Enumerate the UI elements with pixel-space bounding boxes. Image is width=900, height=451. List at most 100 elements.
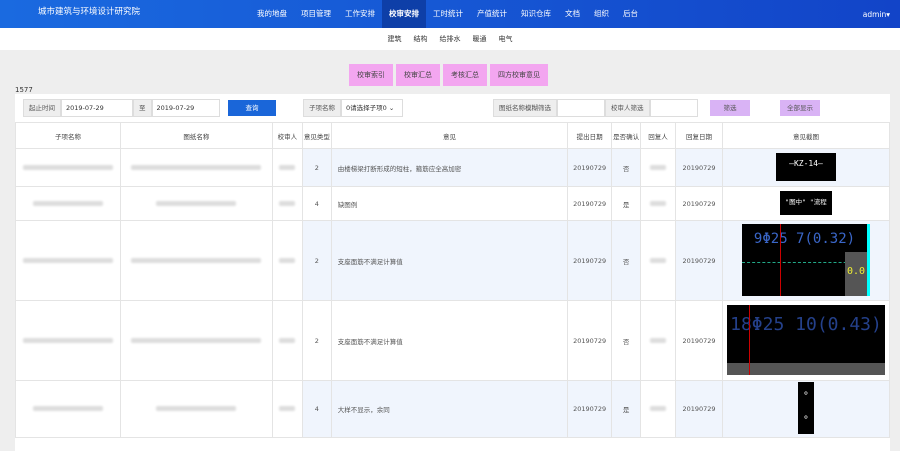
confirmed-cell: 是 bbox=[611, 380, 642, 438]
query-button[interactable]: 查询 bbox=[228, 100, 276, 116]
redacted-text bbox=[279, 164, 296, 170]
subitem-filter: 子项名称 0请选择子项0 ⌄ bbox=[303, 99, 403, 117]
screenshot-cell[interactable]: —KZ-14— bbox=[721, 148, 891, 187]
start-date-input[interactable]: 2019-07-29 bbox=[61, 99, 133, 117]
reply-date-cell: 20190729 bbox=[675, 220, 723, 301]
subitem-select[interactable]: 0请选择子项0 ⌄ bbox=[341, 99, 403, 117]
checker-cell bbox=[271, 380, 303, 438]
main-menu: 我的地盘 项目管理 工作安排 校审安排 工时统计 产值统计 知识仓库 文档 组织 后台 bbox=[250, 0, 645, 28]
discipline-tab[interactable]: 暖通 bbox=[472, 35, 487, 43]
column-header: 提出日期 bbox=[567, 122, 613, 149]
replier-cell bbox=[640, 148, 677, 187]
redacted-text bbox=[32, 200, 103, 206]
opinion-cell: 大样不显示，余同 bbox=[330, 380, 569, 438]
opinion-screenshot[interactable]: —KZ-14— bbox=[775, 152, 836, 181]
action-button[interactable]: 校审汇总 bbox=[396, 64, 440, 86]
confirmed-cell: 否 bbox=[611, 148, 642, 187]
action-button[interactable]: 考核汇总 bbox=[443, 64, 487, 86]
menu-item[interactable]: 后台 bbox=[623, 9, 638, 18]
table-row: 2 由楼梯梁打断形成的短柱，箍筋应全高加密 20190729 否 20190729 —KZ… bbox=[15, 148, 891, 187]
table-row: 2 支座面筋不满足计算值 20190729 否 20190729 18Φ25 10(0.4… bbox=[15, 300, 891, 381]
discipline-tab[interactable]: 建筑 bbox=[387, 35, 402, 43]
screenshot-cell[interactable]: "图中" "流程 bbox=[721, 186, 891, 221]
action-button[interactable]: 校审索引 bbox=[349, 64, 393, 86]
drawing-cell bbox=[119, 148, 273, 187]
review-panel: 起止时间 2019-07-29 至 2019-07-29 查询 子项名称 0请选… bbox=[15, 94, 891, 451]
opinion-cell: 支座面筋不满足计算值 bbox=[330, 300, 569, 381]
redacted-text bbox=[279, 257, 296, 263]
screenshot-cell[interactable]: 9Φ25 7(0.32) 0.0 bbox=[721, 220, 891, 301]
action-button[interactable]: 四方校审意见 bbox=[490, 64, 548, 86]
screenshot-cell[interactable]: ⊜ ⊜ bbox=[721, 380, 891, 438]
confirmed-cell: 否 bbox=[611, 220, 642, 301]
menu-item[interactable]: 产值统计 bbox=[477, 9, 507, 18]
column-header: 意见 bbox=[330, 122, 569, 149]
redacted-text bbox=[279, 337, 296, 343]
opinion-screenshot[interactable]: "图中" "流程 bbox=[779, 190, 832, 215]
filter-button[interactable]: 筛选 bbox=[710, 100, 750, 116]
drawing-cell bbox=[119, 380, 273, 438]
subitem-label: 子项名称 bbox=[303, 99, 341, 117]
confirmed-cell: 否 bbox=[611, 300, 642, 381]
menu-item[interactable]: 知识仓库 bbox=[521, 9, 551, 18]
menu-item[interactable]: 项目管理 bbox=[301, 9, 331, 18]
table-row: 2 支座面筋不满足计算值 20190729 否 20190729 9Φ25 7(0.32)… bbox=[15, 220, 891, 301]
start-label: 起止时间 bbox=[23, 99, 61, 117]
column-header: 回复人 bbox=[640, 122, 677, 149]
opinion-screenshot[interactable]: 18Φ25 10(0.43) bbox=[726, 304, 885, 375]
replier-cell bbox=[640, 186, 677, 221]
redacted-text bbox=[650, 257, 667, 263]
date-cell: 20190729 bbox=[567, 300, 613, 381]
brand-logo[interactable]: 城市建筑与环境设计研究院 bbox=[38, 7, 141, 17]
opinion-screenshot[interactable]: 9Φ25 7(0.32) 0.0 bbox=[741, 223, 870, 296]
menu-item[interactable]: 校审安排 bbox=[382, 0, 426, 28]
reply-date-cell: 20190729 bbox=[675, 300, 723, 381]
type-cell: 4 bbox=[301, 380, 332, 438]
screenshot-cell[interactable]: 18Φ25 10(0.43) bbox=[721, 300, 891, 381]
subitem-cell bbox=[15, 186, 121, 221]
subitem-cell bbox=[15, 380, 121, 438]
date-filter: 起止时间 2019-07-29 至 2019-07-29 bbox=[23, 99, 220, 117]
menu-item[interactable]: 我的地盘 bbox=[257, 9, 287, 18]
user-menu[interactable]: admin▾ bbox=[862, 10, 890, 19]
replier-cell bbox=[640, 380, 677, 438]
checker-cell bbox=[271, 300, 303, 381]
subitem-cell bbox=[15, 148, 121, 187]
type-cell: 4 bbox=[301, 186, 332, 221]
checker-cell bbox=[271, 220, 303, 301]
opinion-screenshot[interactable]: ⊜ ⊜ bbox=[797, 382, 814, 434]
table-row: 4 大样不显示，余同 20190729 是 20190729 ⊜ ⊜ bbox=[15, 380, 891, 438]
column-header: 是否确认 bbox=[611, 122, 642, 149]
discipline-tab[interactable]: 电气 bbox=[498, 35, 513, 43]
discipline-tab[interactable]: 给排水 bbox=[439, 35, 461, 43]
checker-filter-label: 校审人筛选 bbox=[605, 99, 650, 117]
redacted-text bbox=[22, 164, 113, 170]
drawing-cell bbox=[119, 186, 273, 221]
menu-item[interactable]: 文档 bbox=[565, 9, 580, 18]
end-date-input[interactable]: 2019-07-29 bbox=[151, 99, 220, 117]
replier-cell bbox=[640, 300, 677, 381]
review-table: 子项名称 图纸名称 校审人 意见类型 意见 提出日期 是否确认 回复人 回复日期 意见截图 2 由楼… bbox=[15, 122, 891, 438]
drawing-filter-label: 图纸名称模糊筛选 bbox=[493, 99, 557, 117]
opinion-cell: 支座面筋不满足计算值 bbox=[330, 220, 569, 301]
date-cell: 20190729 bbox=[567, 220, 613, 301]
action-buttons: 校审索引 校审汇总 考核汇总 四方校审意见 bbox=[349, 64, 548, 86]
drawing-cell bbox=[119, 220, 273, 301]
reply-date-cell: 20190729 bbox=[675, 380, 723, 438]
date-cell: 20190729 bbox=[567, 148, 613, 187]
drawing-filter-input[interactable] bbox=[557, 99, 605, 117]
column-header: 回复日期 bbox=[675, 122, 723, 149]
redacted-text bbox=[131, 164, 262, 170]
redacted-text bbox=[650, 406, 667, 411]
menu-item[interactable]: 组织 bbox=[594, 9, 609, 18]
discipline-tab[interactable]: 结构 bbox=[413, 35, 428, 43]
to-label: 至 bbox=[133, 99, 152, 117]
show-all-button[interactable]: 全部显示 bbox=[780, 100, 820, 116]
type-cell: 2 bbox=[301, 220, 332, 301]
menu-item[interactable]: 工时统计 bbox=[433, 9, 463, 18]
checker-filter-input[interactable] bbox=[649, 99, 698, 117]
replier-cell bbox=[640, 220, 677, 301]
menu-item[interactable]: 工作安排 bbox=[345, 9, 375, 18]
redacted-text bbox=[650, 164, 667, 170]
name-filter: 图纸名称模糊筛选 校审人筛选 bbox=[493, 99, 698, 117]
